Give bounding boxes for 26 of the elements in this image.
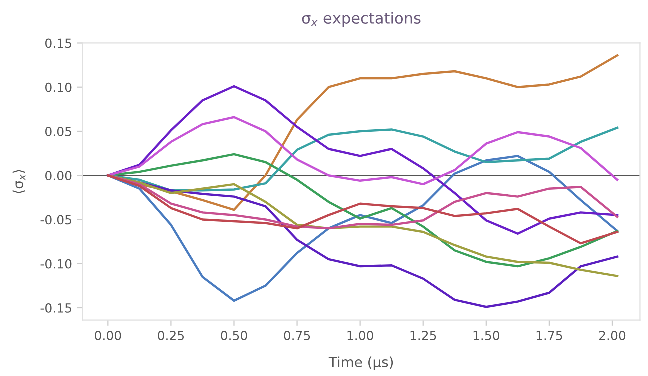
line-series [107,85,619,235]
x-tick-label: 1.75 [536,331,562,340]
line-series [107,174,619,245]
y-tick-label: 0.15 [46,38,72,48]
x-tick-label: 2.00 [599,330,626,340]
chart-title: σ$_{x}$ expectations [302,12,421,27]
line-series [107,174,619,278]
x-tick-label: 0.50 [221,330,248,340]
line-series [107,116,619,186]
y-tick-label: -0.05 [40,215,72,225]
y-tick-label: 0.00 [46,171,72,181]
line-series [107,155,619,302]
y-tick-label: -0.15 [40,303,72,313]
x-tick-label: 0.75 [284,330,310,340]
line-series [107,174,619,230]
y-tick-label: 0.05 [46,126,72,136]
line-series [107,153,619,268]
x-tick-label: 0.00 [95,330,122,340]
x-tick-label: 1.25 [410,330,436,340]
x-axis-title: Time (µs) [328,356,394,370]
y-tick-label: -0.10 [40,259,72,269]
y-axis-title: ⟨σ$_{x}$⟩ [12,170,26,194]
x-tick-label: 0.25 [158,330,184,340]
x-tick-label: 1.50 [474,330,500,340]
y-tick-label: 0.10 [46,82,72,92]
x-tick-label: 1.00 [348,330,374,340]
